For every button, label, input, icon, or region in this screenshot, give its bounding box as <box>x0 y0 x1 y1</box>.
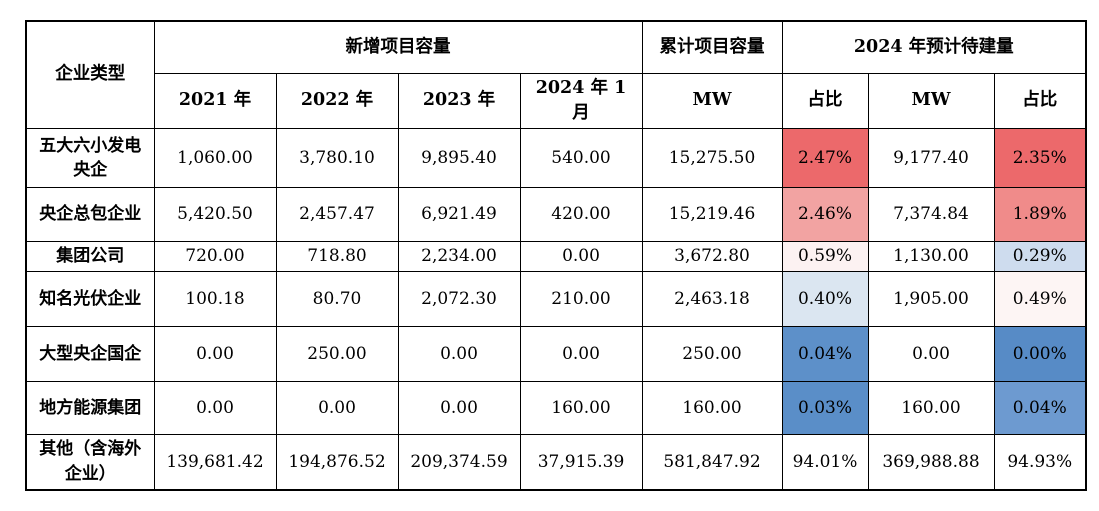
cell-pct-2: 0.04% <box>993 381 1087 436</box>
cell-pct-2: 1.89% <box>993 187 1087 243</box>
cell-2022: 194,876.52 <box>275 434 399 491</box>
header-row-groups: 企业类型 新增项目容量 累计项目容量 2024 年预计待建量 <box>25 20 1087 130</box>
cell-cumulative-mw: 160.00 <box>641 381 783 436</box>
cell-2023: 6,921.49 <box>397 187 521 243</box>
cell-cumulative-mw: 250.00 <box>641 326 783 383</box>
cell-cumulative-mw: 2,463.18 <box>641 271 783 328</box>
cell-2024-jan: 0.00 <box>519 241 643 273</box>
cell-2021: 139,681.42 <box>153 434 277 491</box>
cell-cumulative-mw: 15,275.50 <box>641 128 783 189</box>
cell-2024-mw: 0.00 <box>867 326 995 383</box>
cell-pct-1: 0.59% <box>781 241 869 273</box>
header-year-2021: 2021 年 <box>153 72 277 130</box>
table-header: 企业类型 新增项目容量 累计项目容量 2024 年预计待建量 2021 年 20… <box>25 20 1087 130</box>
cell-pct-1: 0.03% <box>781 381 869 436</box>
cell-pct-1: 0.40% <box>781 271 869 328</box>
table-row: 集团公司 720.00 718.80 2,234.00 0.00 3,672.80 0.59… <box>25 241 1087 273</box>
cell-2021: 5,420.50 <box>153 187 277 243</box>
cell-company-type: 知名光伏企业 <box>25 271 155 328</box>
header-group-new-capacity: 新增项目容量 <box>153 20 643 74</box>
cell-2023: 0.00 <box>397 326 521 383</box>
cell-pct-2: 0.49% <box>993 271 1087 328</box>
cell-cumulative-mw: 3,672.80 <box>641 241 783 273</box>
cell-company-type: 央企总包企业 <box>25 187 155 243</box>
cell-2024-mw: 1,905.00 <box>867 271 995 328</box>
table-row: 五大六小发电央企 1,060.00 3,780.10 9,895.40 540.00 15… <box>25 128 1087 189</box>
cell-pct-1: 2.47% <box>781 128 869 189</box>
cell-2024-jan: 0.00 <box>519 326 643 383</box>
cell-pct-1: 0.04% <box>781 326 869 383</box>
cell-company-type: 集团公司 <box>25 241 155 273</box>
cell-cumulative-mw: 15,219.46 <box>641 187 783 243</box>
cell-2024-jan: 37,915.39 <box>519 434 643 491</box>
cell-pct-2: 0.00% <box>993 326 1087 383</box>
cell-2024-mw: 1,130.00 <box>867 241 995 273</box>
cell-cumulative-mw: 581,847.92 <box>641 434 783 491</box>
header-cumulative-mw: MW <box>641 72 783 130</box>
capacity-table: 企业类型 新增项目容量 累计项目容量 2024 年预计待建量 2021 年 20… <box>25 20 1087 491</box>
cell-company-type: 大型央企国企 <box>25 326 155 383</box>
cell-2022: 718.80 <box>275 241 399 273</box>
cell-2024-mw: 9,177.40 <box>867 128 995 189</box>
table-row: 大型央企国企 0.00 250.00 0.00 0.00 250.00 0.04% 0.00 0… <box>25 326 1087 383</box>
cell-2024-mw: 7,374.84 <box>867 187 995 243</box>
header-group-2024-planned: 2024 年预计待建量 <box>781 20 1087 74</box>
cell-pct-1: 2.46% <box>781 187 869 243</box>
header-year-2022: 2022 年 <box>275 72 399 130</box>
cell-2024-mw: 160.00 <box>867 381 995 436</box>
table-row: 央企总包企业 5,420.50 2,457.47 6,921.49 420.00 15,2… <box>25 187 1087 243</box>
cell-2023: 2,072.30 <box>397 271 521 328</box>
cell-2022: 3,780.10 <box>275 128 399 189</box>
table-row: 地方能源集团 0.00 0.00 0.00 160.00 160.00 0.03% 160.0… <box>25 381 1087 436</box>
cell-pct-2: 0.29% <box>993 241 1087 273</box>
cell-2022: 80.70 <box>275 271 399 328</box>
cell-2022: 0.00 <box>275 381 399 436</box>
table-body: 五大六小发电央企 1,060.00 3,780.10 9,895.40 540.00 15… <box>25 128 1087 491</box>
cell-2023: 9,895.40 <box>397 128 521 189</box>
table-row: 知名光伏企业 100.18 80.70 2,072.30 210.00 2,463.18 0… <box>25 271 1087 328</box>
cell-2022: 2,457.47 <box>275 187 399 243</box>
header-pct-2: 占比 <box>993 72 1087 130</box>
cell-company-type: 其他（含海外企业） <box>25 434 155 491</box>
table-row: 其他（含海外企业） 139,681.42 194,876.52 209,374.59 3… <box>25 434 1087 491</box>
cell-2023: 2,234.00 <box>397 241 521 273</box>
cell-2021: 0.00 <box>153 326 277 383</box>
cell-2024-mw: 369,988.88 <box>867 434 995 491</box>
cell-pct-1: 94.01% <box>781 434 869 491</box>
header-group-cumulative-capacity: 累计项目容量 <box>641 20 783 74</box>
cell-pct-2: 94.93% <box>993 434 1087 491</box>
header-company-type: 企业类型 <box>25 20 155 130</box>
cell-2024-jan: 210.00 <box>519 271 643 328</box>
cell-company-type: 五大六小发电央企 <box>25 128 155 189</box>
header-pct-1: 占比 <box>781 72 869 130</box>
cell-company-type: 地方能源集团 <box>25 381 155 436</box>
cell-2023: 0.00 <box>397 381 521 436</box>
cell-2021: 0.00 <box>153 381 277 436</box>
cell-2022: 250.00 <box>275 326 399 383</box>
cell-2021: 1,060.00 <box>153 128 277 189</box>
cell-2021: 100.18 <box>153 271 277 328</box>
header-2024-jan: 2024 年 1 月 <box>519 72 643 130</box>
cell-2023: 209,374.59 <box>397 434 521 491</box>
cell-2024-jan: 540.00 <box>519 128 643 189</box>
cell-2024-jan: 160.00 <box>519 381 643 436</box>
header-2024-mw: MW <box>867 72 995 130</box>
cell-2021: 720.00 <box>153 241 277 273</box>
cell-pct-2: 2.35% <box>993 128 1087 189</box>
header-row-sub: 2021 年 2022 年 2023 年 2024 年 1 月 MW 占比 MW… <box>26 72 1087 130</box>
cell-2024-jan: 420.00 <box>519 187 643 243</box>
header-year-2023: 2023 年 <box>397 72 521 130</box>
